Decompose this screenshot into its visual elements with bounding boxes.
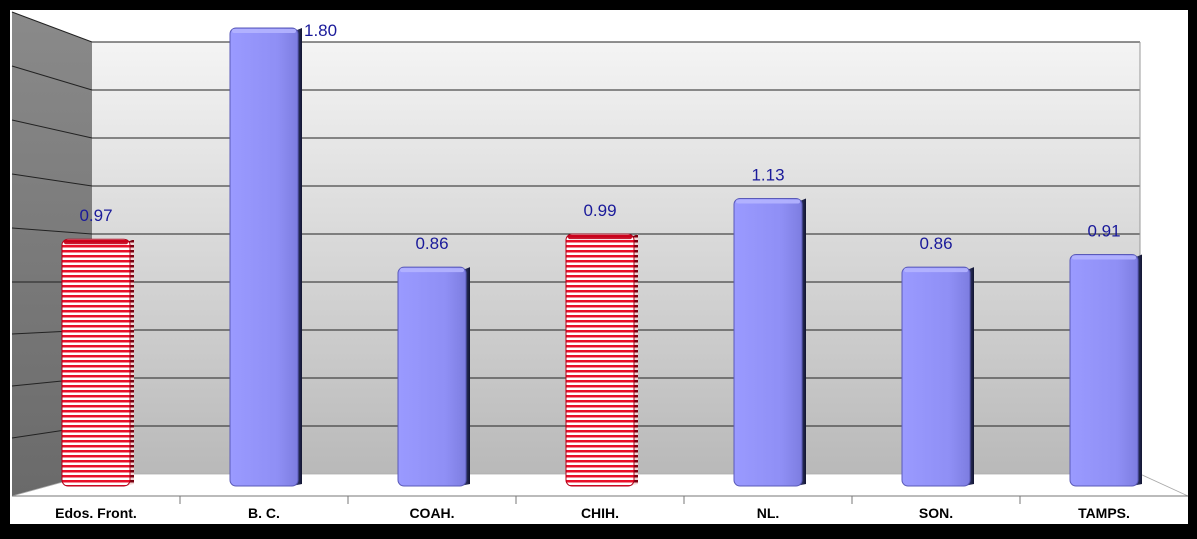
bar-top-cap — [904, 268, 968, 273]
gridline-side — [11, 11, 93, 43]
value-label: 0.86 — [919, 234, 952, 253]
bar-front — [61, 238, 131, 487]
category-label: CHIH. — [581, 505, 619, 521]
category-label: TAMPS. — [1078, 505, 1130, 521]
value-label: 0.99 — [583, 201, 616, 220]
value-label: 1.13 — [751, 165, 784, 184]
gridline-side — [11, 119, 93, 139]
bar-top-cap — [736, 199, 800, 204]
category-label: Edos. Front. — [55, 505, 137, 521]
bar — [733, 197, 806, 487]
bar — [565, 233, 638, 487]
category-labels: Edos. Front. B. C. COAH. CHIH. NL. SON. TAMPS. — [55, 505, 1130, 521]
category-label: NL. — [757, 505, 780, 521]
bar-top-cap — [1072, 255, 1136, 260]
bar-top-cap — [400, 268, 464, 273]
gridline-side — [11, 173, 93, 187]
value-label: 0.97 — [79, 206, 112, 225]
bar-front — [397, 266, 467, 487]
bar — [61, 238, 134, 487]
category-label: SON. — [919, 505, 953, 521]
category-ticks — [179, 496, 1021, 504]
bar-front — [733, 197, 803, 487]
value-labels: 0.97 1.80 0.86 0.99 1.13 0.86 0.91 — [79, 21, 1120, 253]
category-axis-strip — [12, 496, 1188, 524]
bar-front — [1069, 253, 1139, 487]
gridline-side — [11, 227, 93, 235]
bar-top-cap — [232, 29, 296, 33]
bar-front — [565, 233, 635, 487]
value-label: 1.80 — [304, 21, 337, 40]
bar — [901, 266, 974, 487]
bars — [61, 27, 1142, 487]
bar-front — [229, 27, 299, 487]
bar — [397, 266, 470, 487]
category-label: B. C. — [248, 505, 280, 521]
bar — [229, 27, 302, 487]
bar-top-cap — [568, 235, 632, 240]
value-label: 0.86 — [415, 234, 448, 253]
category-label: COAH. — [409, 505, 454, 521]
bar — [1069, 253, 1142, 487]
gridline-side — [11, 65, 93, 91]
bar-front — [901, 266, 971, 487]
bar-top-cap — [64, 240, 128, 245]
value-label: 0.91 — [1087, 221, 1120, 240]
